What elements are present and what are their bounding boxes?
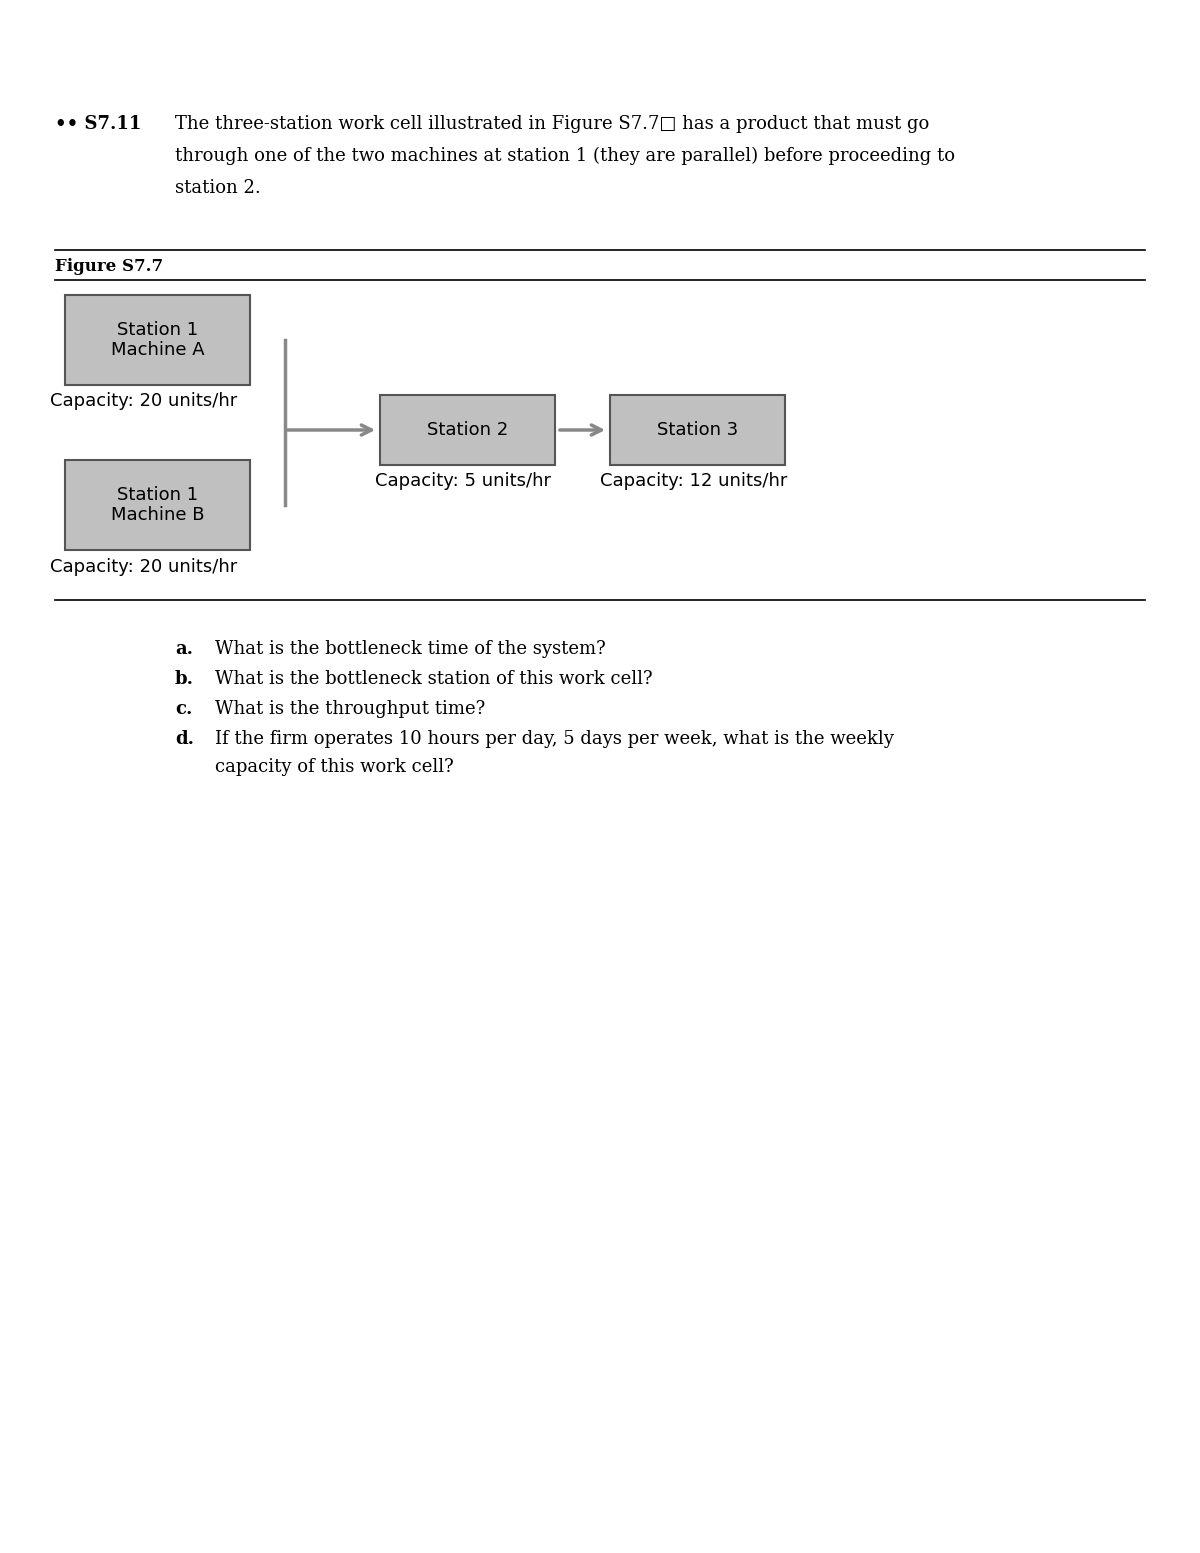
Bar bbox=[65, 460, 250, 550]
Bar bbox=[380, 394, 554, 464]
Text: a.: a. bbox=[175, 640, 193, 658]
Text: c.: c. bbox=[175, 700, 192, 717]
Text: station 2.: station 2. bbox=[175, 179, 260, 197]
Bar bbox=[610, 394, 785, 464]
Text: d.: d. bbox=[175, 730, 194, 749]
Text: Capacity: 20 units/hr: Capacity: 20 units/hr bbox=[50, 391, 238, 410]
Text: The three-station work cell illustrated in Figure S7.7□ has a product that must : The three-station work cell illustrated … bbox=[175, 115, 929, 134]
Text: Capacity: 12 units/hr: Capacity: 12 units/hr bbox=[600, 472, 787, 491]
Text: What is the bottleneck station of this work cell?: What is the bottleneck station of this w… bbox=[215, 669, 653, 688]
Text: Station 3: Station 3 bbox=[656, 421, 738, 439]
Text: What is the throughput time?: What is the throughput time? bbox=[215, 700, 485, 717]
Text: Figure S7.7: Figure S7.7 bbox=[55, 258, 163, 275]
Text: Capacity: 20 units/hr: Capacity: 20 units/hr bbox=[50, 558, 238, 576]
Text: If the firm operates 10 hours per day, 5 days per week, what is the weekly: If the firm operates 10 hours per day, 5… bbox=[215, 730, 894, 749]
Text: through one of the two machines at station 1 (they are parallel) before proceedi: through one of the two machines at stati… bbox=[175, 148, 955, 165]
Text: b.: b. bbox=[175, 669, 194, 688]
Text: Station 2: Station 2 bbox=[427, 421, 508, 439]
Text: capacity of this work cell?: capacity of this work cell? bbox=[215, 758, 454, 776]
Text: Station 1
Machine A: Station 1 Machine A bbox=[110, 320, 204, 359]
Text: Station 1
Machine B: Station 1 Machine B bbox=[110, 486, 204, 525]
Text: Capacity: 5 units/hr: Capacity: 5 units/hr bbox=[374, 472, 551, 491]
Text: What is the bottleneck time of the system?: What is the bottleneck time of the syste… bbox=[215, 640, 606, 658]
Bar bbox=[65, 295, 250, 385]
Text: •• S7.11: •• S7.11 bbox=[55, 115, 142, 134]
